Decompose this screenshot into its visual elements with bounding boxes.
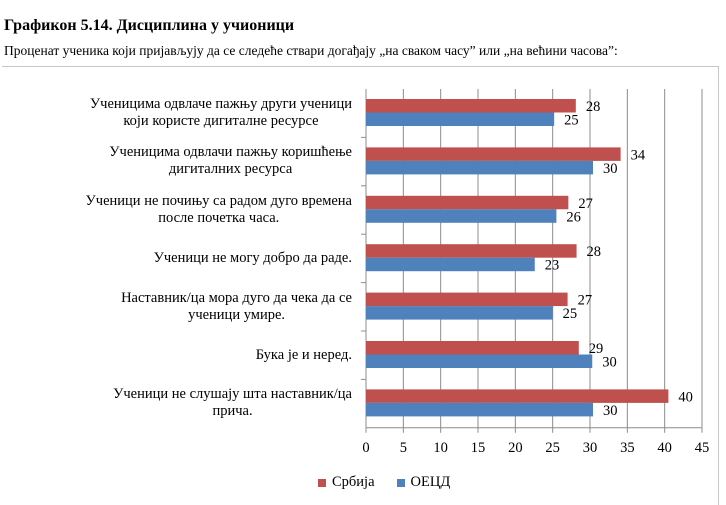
legend-label-oecd: ОЕЦД [410, 474, 451, 490]
data-label: 27 [578, 196, 593, 212]
category-label-text: Ученицима одвлачи пажњу коришћење дигитал… [109, 144, 352, 178]
legend-swatch-serbia [318, 478, 326, 487]
data-label: 25 [563, 306, 578, 322]
bar-oecd [366, 160, 593, 175]
data-label: 26 [566, 209, 581, 225]
x-tick-label: 40 [657, 440, 672, 456]
bar-oecd [366, 354, 593, 368]
bar-oecd [366, 209, 557, 223]
x-tick-label: 15 [471, 440, 486, 456]
bar-oecd [366, 257, 535, 272]
x-tick-label: 10 [433, 440, 448, 456]
bar-serbia [366, 389, 669, 403]
data-label: 23 [545, 258, 560, 274]
data-label: 25 [564, 113, 579, 129]
category-label: Наставник/ца мора дуго да чека да се учен… [121, 283, 352, 331]
bar-oecd [366, 306, 553, 320]
legend-label-serbia: Србија [332, 474, 375, 490]
chart-subtitle: Проценат ученика који пријављују да се с… [4, 43, 618, 58]
data-label: 28 [587, 244, 602, 260]
x-tick-label: 35 [620, 440, 635, 456]
x-tick-label: 30 [583, 440, 598, 456]
category-label: Ученицима одвлачи пажњу коришћење дигитал… [109, 137, 352, 185]
x-tick-label: 45 [695, 440, 710, 456]
category-label: Бука је и неред. [256, 331, 352, 379]
x-tick-label: 5 [400, 440, 407, 456]
category-label-text: Ученици не могу добро да раде. [153, 249, 352, 266]
data-label: 30 [603, 161, 618, 177]
data-label: 30 [603, 403, 618, 419]
bar-serbia [366, 292, 568, 307]
category-label: Ученици не почињу са радом дуго времена п… [86, 186, 352, 234]
chart-frame [2, 66, 719, 505]
x-tick-label: 20 [508, 440, 523, 456]
data-label: 40 [678, 389, 693, 405]
bar-oecd [366, 402, 593, 417]
category-label: Ученици не слушају шта наставник/ца прича… [113, 379, 352, 427]
category-label-text: Ученици не почињу са радом дуго времена п… [85, 192, 352, 226]
category-label: Ученици не могу добро да раде. [154, 234, 352, 282]
legend: Србија ОЕЦД [318, 474, 450, 491]
category-label: Ученицима одвлаче пажњу други ученици кој… [90, 89, 352, 137]
data-label: 27 [578, 293, 593, 309]
bar-serbia [366, 99, 576, 113]
category-label-text: Наставник/ца мора дуго да чека да се учен… [121, 289, 352, 323]
bar-oecd [366, 112, 555, 126]
category-label-text: Ученици не слушају шта наставник/ца прича… [113, 386, 352, 420]
data-label: 30 [602, 355, 617, 371]
chart-title: Графикон 5.14. Дисциплина у учионици [4, 17, 295, 34]
bar-serbia [366, 147, 621, 161]
bar-serbia [366, 244, 577, 258]
category-label-text: Бука је и неред. [255, 346, 352, 363]
bar-serbia [366, 341, 579, 355]
data-label: 29 [589, 341, 604, 357]
data-label: 28 [586, 99, 601, 115]
data-label: 34 [631, 147, 646, 163]
x-tick-label: 0 [362, 440, 369, 456]
x-tick-label: 25 [545, 440, 560, 456]
bar-serbia [366, 195, 569, 210]
category-label-text: Ученицима одвлаче пажњу други ученици кој… [89, 96, 352, 129]
legend-swatch-oecd [396, 478, 405, 487]
